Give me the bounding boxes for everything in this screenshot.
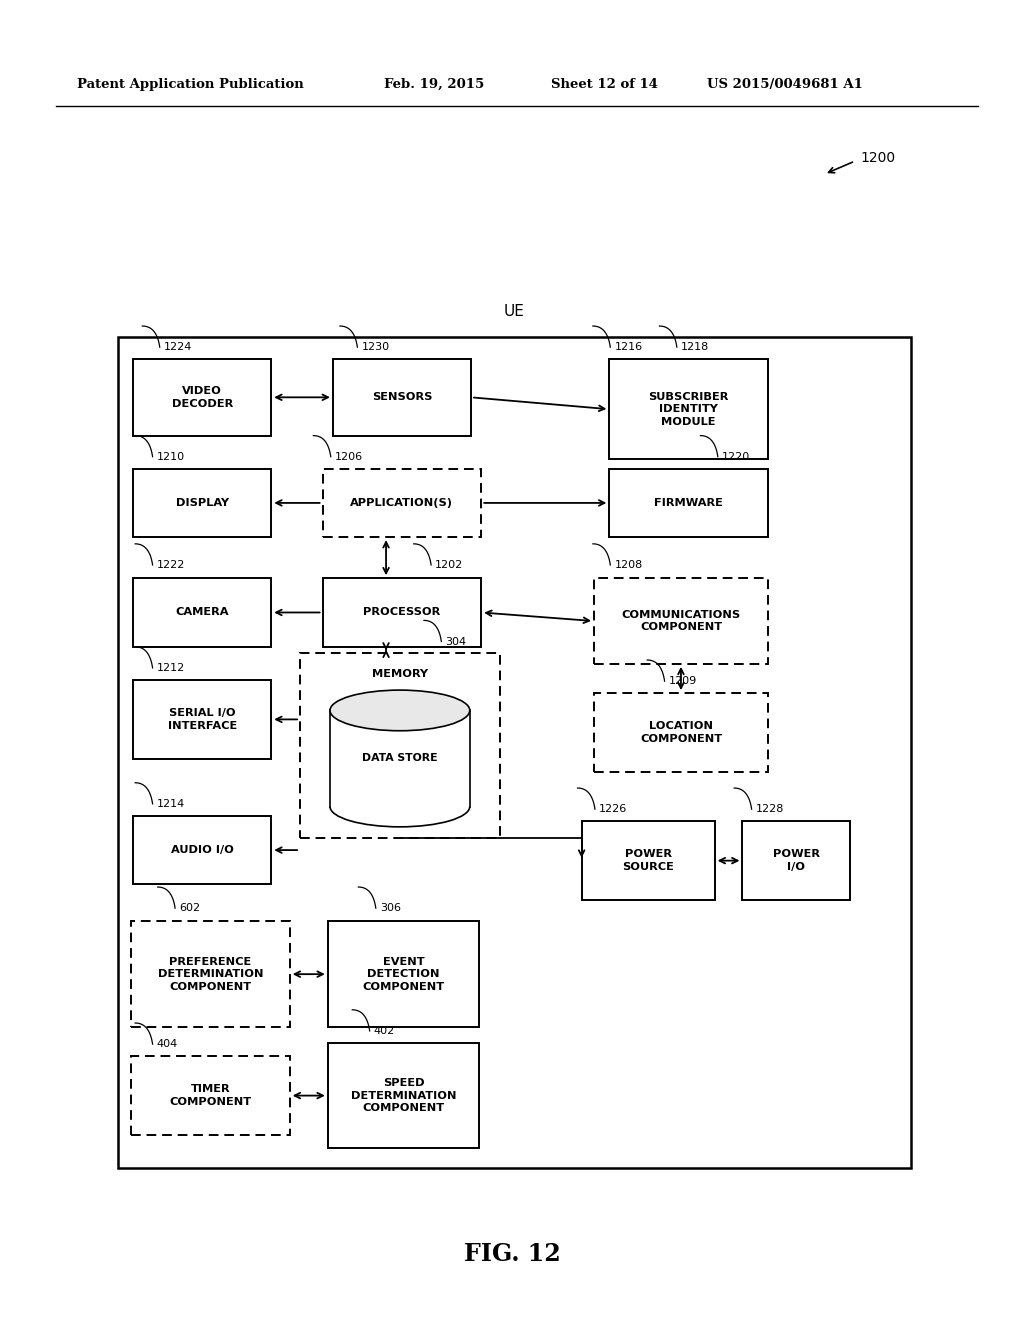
Bar [131,921,290,1027]
Text: APPLICATION(S): APPLICATION(S) [350,498,454,508]
Bar [328,921,479,1027]
Text: LOCATION
COMPONENT: LOCATION COMPONENT [640,722,722,743]
Text: 1222: 1222 [157,560,185,570]
Bar [609,469,768,537]
Text: 1220: 1220 [722,451,751,462]
Text: 1224: 1224 [164,342,193,352]
Text: DATA STORE: DATA STORE [362,754,437,763]
Text: 1230: 1230 [361,342,389,352]
Text: SERIAL I/O
INTERFACE: SERIAL I/O INTERFACE [168,709,237,730]
Bar [742,821,850,900]
Bar [333,359,471,436]
Text: 1228: 1228 [756,804,784,814]
Bar [133,359,271,436]
Text: 1218: 1218 [681,342,710,352]
Text: 306: 306 [380,903,401,913]
Text: 402: 402 [374,1026,395,1036]
Text: COMMUNICATIONS
COMPONENT: COMMUNICATIONS COMPONENT [622,610,740,632]
Bar [131,1056,290,1135]
Text: 602: 602 [179,903,201,913]
Text: US 2015/0049681 A1: US 2015/0049681 A1 [707,78,862,91]
Bar [594,578,768,664]
Text: 1210: 1210 [157,451,184,462]
Bar [582,821,715,900]
Text: PROCESSOR: PROCESSOR [364,607,440,618]
Text: Feb. 19, 2015: Feb. 19, 2015 [384,78,484,91]
Bar [118,337,911,1168]
Bar [328,1043,479,1148]
Bar [133,816,271,884]
Text: FIRMWARE: FIRMWARE [654,498,723,508]
Bar [323,578,481,647]
Text: 1208: 1208 [614,560,643,570]
Text: VIDEO
DECODER: VIDEO DECODER [172,387,232,408]
Text: Patent Application Publication: Patent Application Publication [77,78,303,91]
Text: SUBSCRIBER
IDENTITY
MODULE: SUBSCRIBER IDENTITY MODULE [648,392,729,426]
Text: 404: 404 [157,1039,178,1049]
Bar [133,469,271,537]
Text: 1216: 1216 [614,342,642,352]
Text: CAMERA: CAMERA [175,607,229,618]
Text: 1202: 1202 [435,560,464,570]
Text: AUDIO I/O: AUDIO I/O [171,845,233,855]
Text: MEMORY: MEMORY [372,669,428,680]
Bar [330,710,470,807]
Text: 1200: 1200 [860,152,895,165]
Bar [594,693,768,772]
Text: SENSORS: SENSORS [372,392,432,403]
Text: 304: 304 [445,636,467,647]
Bar [300,653,500,838]
Text: UE: UE [504,305,525,319]
Text: 1212: 1212 [157,663,185,673]
Bar [133,680,271,759]
Text: SPEED
DETERMINATION
COMPONENT: SPEED DETERMINATION COMPONENT [350,1078,457,1113]
Bar [133,578,271,647]
Text: 1206: 1206 [335,451,362,462]
Text: 1209: 1209 [669,676,697,686]
Text: Sheet 12 of 14: Sheet 12 of 14 [551,78,657,91]
Bar [323,469,481,537]
Text: EVENT
DETECTION
COMPONENT: EVENT DETECTION COMPONENT [362,957,444,991]
Ellipse shape [330,690,470,731]
Text: POWER
I/O: POWER I/O [773,850,819,871]
Bar [609,359,768,459]
Text: POWER
SOURCE: POWER SOURCE [623,850,674,871]
Text: TIMER
COMPONENT: TIMER COMPONENT [169,1085,252,1106]
Text: PREFERENCE
DETERMINATION
COMPONENT: PREFERENCE DETERMINATION COMPONENT [158,957,263,991]
Text: FIG. 12: FIG. 12 [464,1242,560,1266]
Text: DISPLAY: DISPLAY [176,498,228,508]
Text: 1226: 1226 [599,804,628,814]
Text: 1214: 1214 [157,799,185,809]
